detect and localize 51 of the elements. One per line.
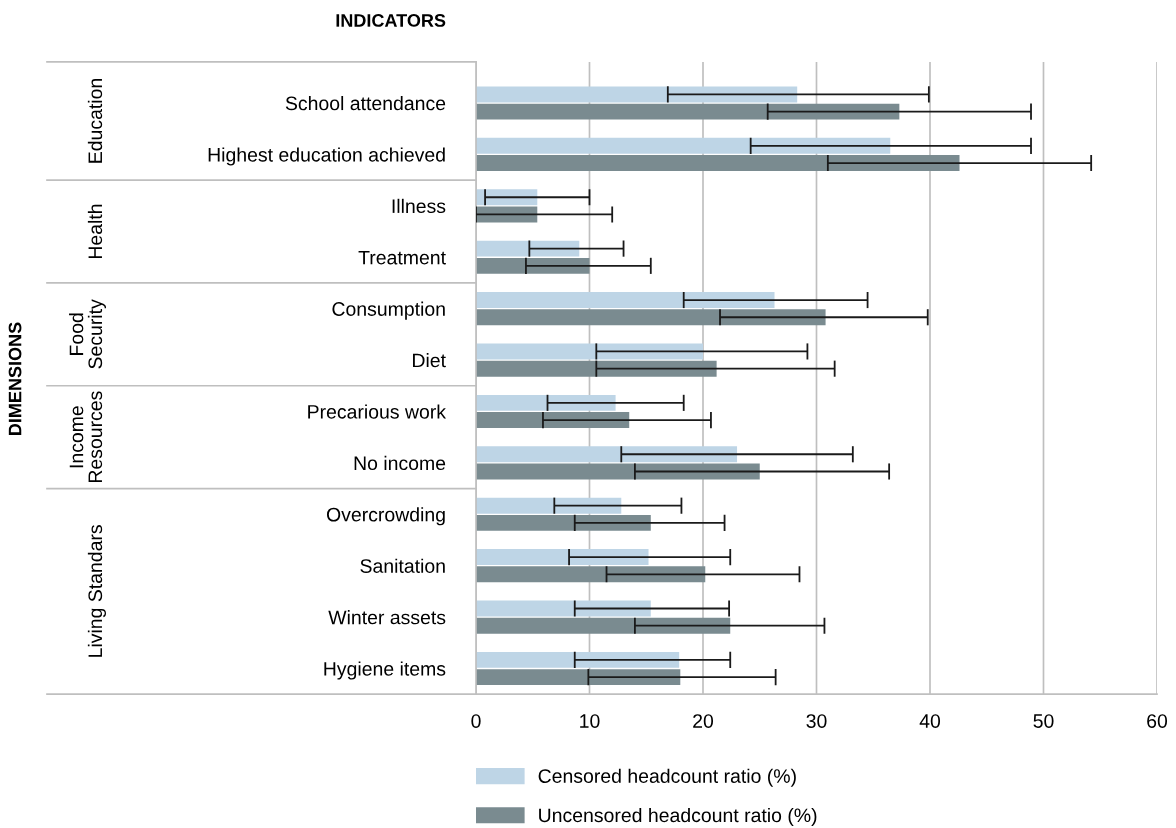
bar [476, 463, 760, 480]
bar [476, 412, 630, 429]
y-tick-label: Precarious work [308, 404, 447, 419]
bar [476, 103, 900, 120]
y-tick-label: Consumption [332, 301, 445, 320]
bar [476, 360, 717, 377]
legend-label: Censored headcount ratio (%) [538, 768, 796, 787]
text: INDICATORS [336, 14, 446, 27]
bar [476, 651, 680, 668]
y-tick-label: Highest education achieved [208, 147, 445, 166]
text: DIMENSIONS [8, 322, 22, 435]
x-tick-label: 40 [919, 714, 941, 728]
text: Income Resources [69, 391, 103, 483]
bar [476, 240, 580, 257]
bar [476, 497, 622, 514]
text: Food Security [69, 299, 106, 369]
text: Health [87, 204, 103, 259]
bar [476, 343, 703, 360]
bar [476, 566, 706, 583]
y-tick-label: School attendance [285, 95, 446, 111]
bar [476, 137, 891, 154]
bar [476, 394, 616, 411]
bar [476, 206, 538, 223]
x-tick-label: 60 [1147, 714, 1168, 728]
x-tick-label: 10 [580, 714, 600, 728]
bar [476, 86, 798, 103]
y-tick-label: Diet [413, 353, 446, 368]
y-tick-label: Sanitation [360, 558, 445, 573]
x-tick-label: 20 [693, 714, 714, 728]
bar [476, 600, 651, 617]
bar [476, 446, 738, 463]
bar [476, 617, 731, 634]
x-tick-label: 0 [471, 714, 481, 728]
bar [476, 155, 960, 172]
text: Living Standars [87, 525, 106, 657]
x-tick-label: 30 [806, 714, 827, 728]
bar [476, 292, 775, 309]
bar [476, 514, 651, 531]
text: Education [87, 79, 103, 163]
legend-label: Uncensored headcount ratio (%) [539, 807, 817, 827]
x-tick-label: 50 [1033, 714, 1054, 728]
y-tick-label: Treatment [358, 250, 446, 265]
y-tick-label: No income [354, 455, 446, 471]
y-tick-label: Illness [392, 198, 446, 214]
bar [476, 257, 590, 274]
y-tick-label: Hygiene items [324, 661, 446, 680]
y-tick-label: Overcrowding [326, 507, 445, 526]
bar [476, 669, 681, 686]
bar [476, 549, 649, 566]
y-tick-label: Winter assets [328, 610, 446, 625]
bar [476, 309, 826, 326]
